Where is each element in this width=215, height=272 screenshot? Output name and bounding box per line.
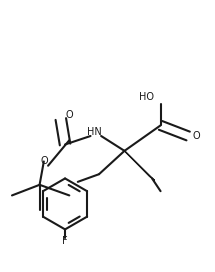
- Text: F: F: [62, 236, 68, 246]
- Polygon shape: [124, 151, 155, 181]
- Text: O: O: [66, 110, 73, 120]
- Text: O: O: [40, 156, 48, 166]
- Text: HN: HN: [87, 127, 102, 137]
- Text: O: O: [193, 131, 200, 141]
- Text: HO: HO: [139, 92, 154, 102]
